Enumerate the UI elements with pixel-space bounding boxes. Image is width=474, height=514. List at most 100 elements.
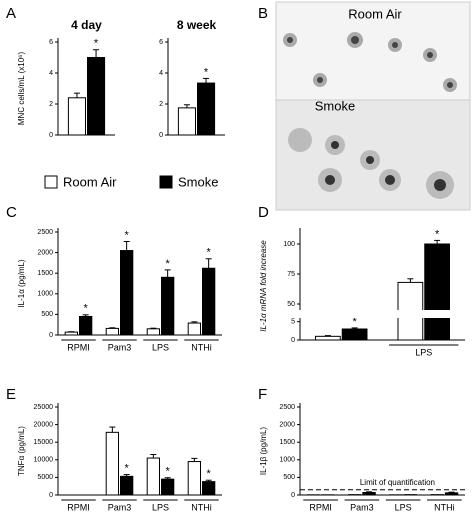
bar: [197, 82, 216, 136]
bar: [187, 461, 201, 496]
x-tick-label: NTHi: [191, 502, 212, 512]
bar: [105, 431, 119, 496]
y-axis-label: TNFα (pg/mL): [17, 426, 26, 476]
bar: [202, 481, 216, 496]
significance-marker: *: [435, 228, 440, 240]
bar: [161, 478, 175, 496]
y-tick-label: 6: [49, 39, 53, 46]
bar: [79, 315, 93, 336]
y-tick-label: 500: [41, 311, 53, 318]
significance-marker: *: [204, 66, 209, 78]
x-tick-label: RPMI: [67, 342, 90, 352]
image-room-air: [275, 1, 471, 101]
y-tick-label: 5: [291, 319, 295, 326]
y-tick-label: 10000: [34, 457, 54, 464]
y-tick-label: 2: [159, 101, 163, 108]
bar: [187, 322, 201, 336]
bar: [362, 492, 376, 496]
cell: [325, 175, 335, 185]
y-tick-label: 0: [49, 132, 53, 139]
y-tick-label: 1000: [279, 457, 295, 464]
bar: [146, 457, 160, 496]
y-tick-label: 4: [49, 70, 53, 77]
cell: [351, 36, 359, 44]
y-tick-label: 1500: [279, 439, 295, 446]
legend-label: Smoke: [178, 174, 218, 189]
x-tick-label: RPMI: [67, 502, 90, 512]
bar: [120, 475, 134, 496]
y-tick-label: 2000: [37, 249, 53, 256]
significance-marker: *: [125, 229, 130, 241]
cell: [434, 179, 446, 191]
panel-letter: D: [258, 204, 269, 221]
significance-marker: *: [352, 316, 357, 328]
bar: [87, 57, 106, 136]
y-axis-label: IL-1β (pg/mL): [259, 427, 268, 476]
x-tick-label: LPS: [152, 502, 169, 512]
cell: [447, 82, 453, 88]
bar: [105, 327, 119, 336]
y-tick-label: 6: [159, 39, 163, 46]
y-tick-label: 5000: [37, 474, 53, 481]
cell: [317, 77, 323, 83]
y-tick-label: 2500: [279, 404, 295, 411]
significance-marker: *: [125, 462, 130, 474]
x-tick-label: Pam3: [108, 342, 132, 352]
y-tick-label: 2500: [37, 229, 53, 236]
significance-marker: *: [166, 258, 171, 270]
panel-letter: F: [258, 386, 267, 403]
y-axis-label: IL-1α (pg/mL): [17, 259, 26, 308]
bar: [341, 328, 368, 341]
significance-marker: *: [84, 303, 89, 315]
image-label: Smoke: [315, 98, 355, 113]
bar: [424, 243, 450, 341]
bar: [67, 97, 87, 136]
legend-label: Room Air: [63, 174, 117, 189]
reference-label: Limit of quantification: [360, 478, 435, 487]
panel-letter: C: [6, 204, 17, 221]
legend-swatch: [159, 175, 173, 189]
y-tick-label: 2000: [279, 421, 295, 428]
legend-swatch: [44, 175, 58, 189]
y-axis-label: MNC cells/mL (x10⁶): [17, 52, 26, 126]
y-tick-label: 0: [49, 492, 53, 499]
bar: [146, 328, 160, 336]
y-tick-label: 100: [283, 241, 295, 248]
x-tick-label: NTHi: [434, 502, 455, 512]
cell: [366, 156, 374, 164]
y-tick-label: 1000: [37, 291, 53, 298]
panel-letter: E: [6, 386, 16, 403]
y-tick-label: 50: [287, 301, 295, 308]
image-label: Room Air: [348, 6, 402, 21]
y-axis-label: IL-1α mRNA fold increase: [259, 240, 268, 332]
bar: [120, 250, 134, 336]
x-tick-label: NTHi: [191, 342, 212, 352]
y-tick-label: 20000: [34, 421, 54, 428]
cell: [287, 37, 293, 43]
y-tick-label: 0: [49, 332, 53, 339]
x-tick-label: RPMI: [309, 502, 332, 512]
significance-marker: *: [94, 38, 99, 50]
cell: [288, 128, 312, 152]
significance-marker: *: [207, 247, 212, 259]
bar: [202, 267, 216, 336]
bar: [64, 331, 78, 336]
cell: [385, 175, 395, 185]
cell: [427, 52, 433, 58]
x-tick-label: LPS: [395, 502, 412, 512]
y-tick-label: 2: [49, 101, 53, 108]
x-tick-label: LPS: [415, 347, 432, 357]
y-tick-label: 25000: [34, 404, 54, 411]
significance-marker: *: [166, 466, 171, 478]
chart-title: 4 day: [71, 18, 102, 32]
cell-images: B Room Air Smoke: [258, 1, 471, 211]
significance-marker: *: [207, 468, 212, 480]
y-tick-label: 0: [159, 132, 163, 139]
bar: [444, 492, 459, 496]
x-tick-label: Pam3: [108, 502, 132, 512]
cell: [331, 141, 339, 149]
x-tick-label: LPS: [152, 342, 169, 352]
x-tick-label: Pam3: [350, 502, 374, 512]
y-tick-label: 1500: [37, 270, 53, 277]
